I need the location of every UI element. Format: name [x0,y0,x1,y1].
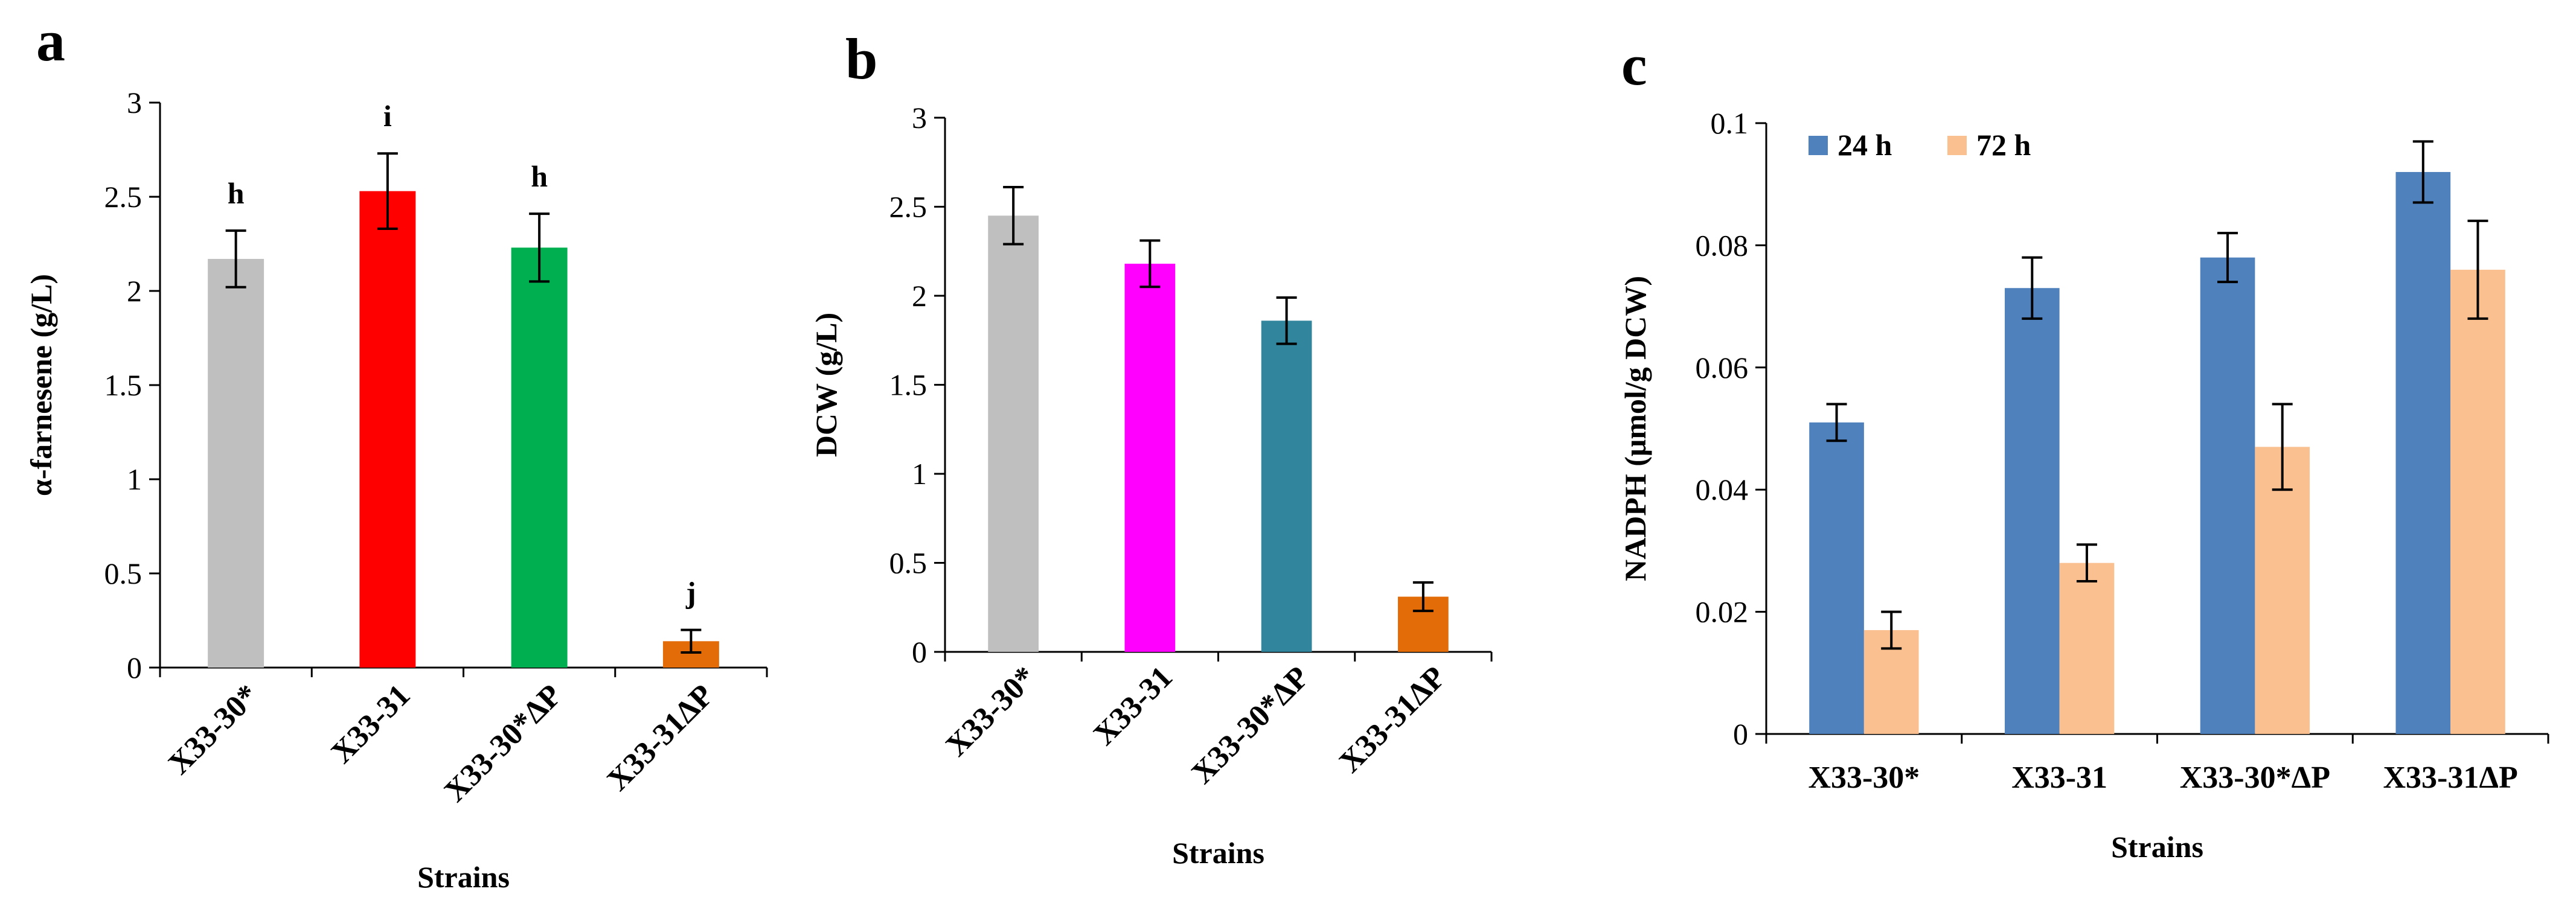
y-tick-label: 2 [912,279,927,313]
y-tick-label: 0 [912,635,927,669]
x-category-label: X33-31 [1087,660,1179,752]
bar-72h [2255,447,2310,734]
significance-letter: h [228,176,245,210]
y-tick-label: 1 [127,462,142,496]
y-tick-label: 2.5 [104,180,143,214]
y-tick-label: 0.5 [889,546,928,580]
y-tick-label: 1.5 [104,368,143,402]
bar [988,215,1039,652]
significance-letter: h [531,159,548,193]
x-category-label: X33-30* [162,678,265,781]
chart-b: b 0 0.5 1 1.5 2 2.5 3 X33-30* X33-31 X33-30*ΔP X33-… [809,27,1493,870]
x-category-label: X33-31 [325,678,417,770]
x-axis-title: Strains [417,860,510,894]
x-category-label: X33-31ΔP [1333,660,1452,779]
y-tick-label: 0.04 [1696,473,1749,506]
y-tick-label: 2 [127,274,142,308]
x-category-label: X33-30*ΔP [1185,660,1316,791]
y-tick-label: 0.08 [1696,228,1749,262]
bar-72h [2450,269,2505,734]
y-tick-label: 3 [127,86,142,120]
y-tick-label: 0.06 [1696,351,1749,384]
y-axis-title: NADPH (μmol/g DCW) [1618,276,1652,581]
significance-letter: j [685,576,696,610]
x-category-label: X33-31 [2011,761,2107,795]
x-category-label: X33-31ΔP [601,678,720,797]
y-tick-label: 3 [912,101,927,135]
panel-letter: b [845,27,877,91]
panel-letter: c [1621,33,1647,97]
x-category-label: X33-31ΔP [2383,761,2518,795]
chart-a: a 0 0.5 1 1.5 2 2.5 3 X33-30* X33-31 X33-30*ΔP X33-… [24,8,768,894]
x-category-label: X33-30*ΔP [438,678,569,809]
legend-swatch [1947,136,1967,155]
significance-letter: i [383,99,392,133]
y-tick-label: 0.1 [1711,106,1749,140]
x-category-label: X33-30*ΔP [2180,761,2330,795]
bar [511,247,568,668]
y-tick-label: 0.02 [1696,595,1749,629]
bar-24h [2200,257,2255,734]
bar-24h [2395,171,2451,735]
y-tick-label: 1 [912,457,927,491]
y-tick-label: 0.5 [104,557,143,590]
y-axis-title: α-farnesene (g/L) [24,274,58,496]
bar [1124,263,1176,652]
bar [359,191,416,668]
x-axis-title: Strains [1172,836,1264,870]
legend-label: 72 h [1976,128,2031,162]
bar [208,258,264,668]
x-category-label: X33-30* [1808,761,1920,795]
y-tick-label: 0 [127,651,142,684]
y-tick-label: 0 [1733,717,1748,751]
y-axis-title: DCW (g/L) [809,313,843,457]
bar-72h [2059,563,2115,734]
legend-swatch [1809,136,1828,155]
x-category-label: X33-30* [940,660,1043,763]
bar-24h [2004,288,2060,734]
y-tick-label: 2.5 [889,190,928,224]
panel-letter: a [36,8,65,73]
bar [1261,321,1312,652]
bar-24h [1809,422,1864,734]
legend-label: 24 h [1837,128,1892,162]
x-axis-title: Strains [2111,830,2203,864]
chart-c: c 0 0.02 0.04 0.06 0.08 0.1 X33-30* X33-31 X33-30… [1618,33,2549,864]
y-tick-label: 1.5 [889,368,928,402]
